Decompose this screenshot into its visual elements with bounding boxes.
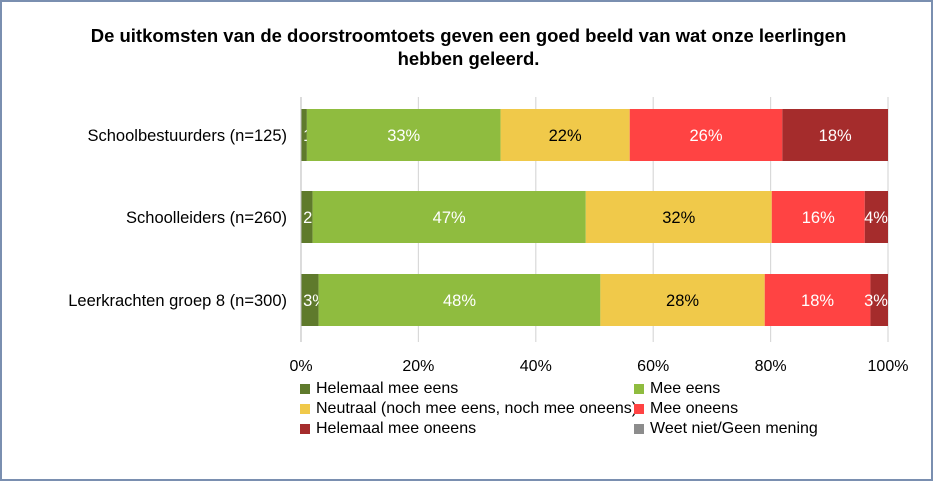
bar-segment (870, 274, 888, 326)
x-tick-label: 100% (868, 358, 909, 375)
x-tick-label: 0% (289, 358, 312, 375)
legend-label: Mee eens (650, 380, 721, 397)
bar-segment (764, 274, 871, 326)
bar-segment (782, 109, 888, 161)
legend-label: Helemaal mee eens (316, 380, 459, 397)
legend-item: Helemaal mee eens (300, 380, 458, 398)
chart-title-text: De uitkomsten van de doorstroomtoets gev… (90, 25, 847, 69)
category-label: Schoolleiders (n=260) (126, 209, 287, 227)
category-label: Leerkrachten groep 8 (n=300) (68, 292, 287, 310)
bar-segment (500, 109, 630, 161)
chart-title: De uitkomsten van de doorstroomtoets gev… (2, 24, 931, 70)
legend-item: Weet niet/Geen mening (634, 420, 818, 438)
data-label: 18% (801, 292, 834, 310)
x-tick-label: 80% (755, 358, 787, 375)
data-label: 26% (690, 127, 723, 145)
bar-segment (301, 274, 319, 326)
legend-swatch (634, 424, 644, 434)
bar-segment (771, 191, 865, 243)
legend-item: Helemaal mee oneens (300, 420, 476, 438)
bar-segment (864, 191, 888, 243)
bar-segment (301, 109, 307, 161)
data-label: 32% (662, 209, 695, 227)
bar-segment (312, 191, 586, 243)
x-tick-label: 60% (637, 358, 669, 375)
legend-swatch (300, 384, 310, 394)
bar-segment (306, 109, 501, 161)
data-label: 16% (802, 209, 835, 227)
legend-swatch (300, 404, 310, 414)
legend-item: Mee oneens (634, 400, 738, 418)
x-tick-label: 20% (402, 358, 434, 375)
data-label: 28% (666, 292, 699, 310)
data-label: 48% (443, 292, 476, 310)
data-label: 4% (864, 209, 888, 227)
legend-label: Weet niet/Geen mening (650, 420, 818, 437)
bar-segment (585, 191, 772, 243)
legend-swatch (300, 424, 310, 434)
data-label: 22% (549, 127, 582, 145)
legend-swatch (634, 404, 644, 414)
legend-label: Helemaal mee oneens (316, 420, 477, 437)
bar-segment (600, 274, 765, 326)
category-label: Schoolbestuurders (n=125) (88, 127, 288, 145)
legend-label: Mee oneens (650, 400, 739, 417)
data-label: 18% (819, 127, 852, 145)
legend-item: Mee eens (634, 380, 720, 398)
bar-segment (629, 109, 783, 161)
data-label: 33% (387, 127, 420, 145)
bar-segment (301, 191, 313, 243)
data-label: 47% (433, 209, 466, 227)
x-tick-label: 40% (520, 358, 552, 375)
legend-swatch (634, 384, 644, 394)
legend-label: Neutraal (noch mee eens, noch mee oneens… (316, 400, 638, 417)
legend-item: Neutraal (noch mee eens, noch mee oneens… (300, 400, 637, 418)
data-label: 3% (864, 292, 888, 310)
bar-segment (318, 274, 601, 326)
